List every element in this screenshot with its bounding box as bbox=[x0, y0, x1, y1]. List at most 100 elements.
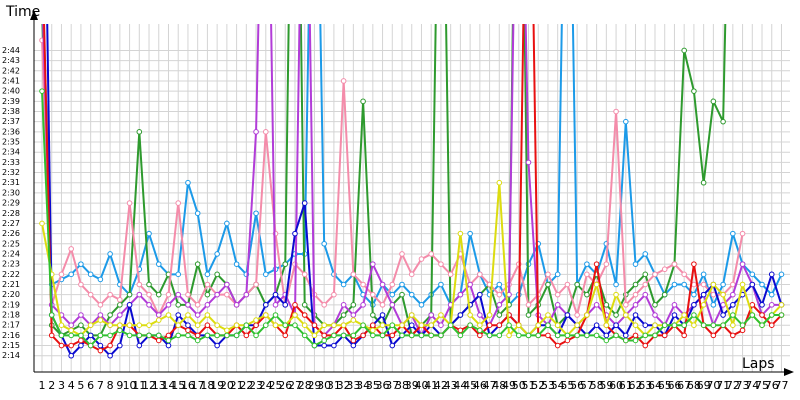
lap-marker bbox=[175, 271, 182, 278]
x-tick-label: 60 bbox=[609, 379, 623, 392]
y-tick-label: 2:28 bbox=[2, 209, 20, 218]
lap-marker bbox=[311, 342, 318, 349]
lap-marker bbox=[642, 342, 649, 349]
lap-marker bbox=[165, 312, 172, 318]
lap-marker bbox=[535, 322, 542, 328]
lap-marker bbox=[730, 230, 736, 237]
lap-marker bbox=[496, 291, 503, 298]
lap-marker bbox=[700, 281, 707, 288]
lap-marker bbox=[700, 322, 707, 328]
lap-marker bbox=[457, 312, 464, 318]
x-tick-label: 58 bbox=[590, 379, 604, 392]
x-tick-label: 30 bbox=[317, 379, 331, 392]
lap-marker bbox=[506, 322, 512, 328]
lap-marker bbox=[185, 179, 191, 186]
lap-marker bbox=[194, 302, 201, 308]
y-axis-label: Time bbox=[5, 4, 40, 20]
lap-marker bbox=[584, 271, 590, 278]
lap-marker bbox=[185, 302, 191, 308]
lap-marker bbox=[350, 312, 357, 318]
lap-marker bbox=[146, 291, 152, 298]
lap-marker bbox=[117, 312, 123, 318]
y-tick-label: 2:24 bbox=[2, 249, 20, 258]
lap-marker bbox=[584, 291, 590, 298]
lap-marker bbox=[486, 312, 493, 318]
lap-marker bbox=[117, 342, 123, 349]
lap-marker bbox=[350, 337, 357, 344]
lap-marker bbox=[749, 302, 756, 308]
x-tick-label: 17 bbox=[191, 379, 205, 392]
lap-marker bbox=[554, 342, 561, 349]
lap-marker bbox=[301, 271, 308, 278]
lap-marker bbox=[768, 291, 775, 298]
lap-marker bbox=[253, 317, 259, 323]
x-tick-label: 56 bbox=[570, 379, 584, 392]
lap-marker bbox=[730, 281, 736, 288]
lap-marker bbox=[564, 281, 571, 288]
lap-marker bbox=[710, 332, 717, 339]
x-tick-label: 1 bbox=[39, 379, 46, 392]
lap-marker bbox=[253, 332, 259, 339]
lap-marker bbox=[68, 342, 74, 349]
x-tick-label: 40 bbox=[414, 379, 428, 392]
lap-marker bbox=[155, 312, 162, 318]
lap-marker bbox=[642, 281, 649, 288]
lap-marker bbox=[652, 322, 658, 328]
lap-marker bbox=[126, 200, 133, 206]
lap-marker bbox=[350, 342, 357, 349]
lap-marker bbox=[447, 271, 454, 278]
lap-marker bbox=[379, 281, 386, 288]
lap-marker bbox=[457, 291, 464, 298]
lap-marker bbox=[749, 271, 756, 278]
lap-marker bbox=[107, 312, 113, 318]
lap-marker bbox=[700, 291, 707, 298]
lap-marker bbox=[175, 312, 182, 318]
lap-marker bbox=[613, 312, 619, 318]
lap-marker bbox=[574, 312, 580, 318]
x-tick-label: 43 bbox=[444, 379, 458, 392]
lap-marker bbox=[661, 332, 668, 339]
lap-marker bbox=[233, 322, 240, 328]
lap-marker bbox=[730, 322, 736, 328]
x-tick-label: 69 bbox=[697, 379, 711, 392]
y-tick-label: 2:33 bbox=[2, 158, 20, 167]
y-tick-label: 2:43 bbox=[2, 56, 20, 65]
lap-marker bbox=[671, 261, 678, 267]
lap-marker bbox=[214, 291, 220, 298]
lap-marker bbox=[749, 312, 756, 318]
lap-marker bbox=[233, 261, 240, 267]
lap-marker bbox=[155, 332, 162, 339]
x-tick-label: 48 bbox=[492, 379, 506, 392]
lap-marker bbox=[467, 230, 473, 237]
lap-marker bbox=[506, 332, 512, 339]
lap-marker bbox=[574, 332, 580, 339]
lap-marker bbox=[78, 281, 84, 288]
lap-marker bbox=[87, 322, 94, 328]
lap-marker bbox=[370, 291, 376, 298]
x-tick-label: 22 bbox=[239, 379, 253, 392]
lap-marker bbox=[39, 88, 45, 94]
lap-marker bbox=[126, 302, 133, 308]
lap-marker bbox=[739, 261, 746, 267]
lap-marker bbox=[418, 302, 425, 308]
lap-marker bbox=[68, 327, 74, 334]
y-tick-label: 2:17 bbox=[2, 321, 20, 330]
lap-marker bbox=[467, 312, 473, 318]
x-tick-label: 63 bbox=[638, 379, 652, 392]
lap-marker bbox=[321, 240, 327, 247]
lap-marker bbox=[340, 78, 347, 84]
lap-marker bbox=[117, 302, 123, 308]
y-tick-label: 2:40 bbox=[2, 87, 20, 96]
lap-marker bbox=[214, 251, 220, 257]
x-tick-label: 75 bbox=[755, 379, 769, 392]
lap-marker bbox=[78, 261, 84, 267]
x-tick-label: 70 bbox=[706, 379, 720, 392]
lap-marker bbox=[58, 271, 65, 278]
lap-marker bbox=[253, 129, 259, 135]
y-axis-arrow bbox=[30, 10, 38, 20]
x-tick-label: 55 bbox=[560, 379, 574, 392]
lap-marker bbox=[778, 302, 785, 308]
lap-marker bbox=[292, 322, 298, 328]
x-tick-label: 76 bbox=[765, 379, 779, 392]
lap-marker bbox=[165, 291, 172, 298]
